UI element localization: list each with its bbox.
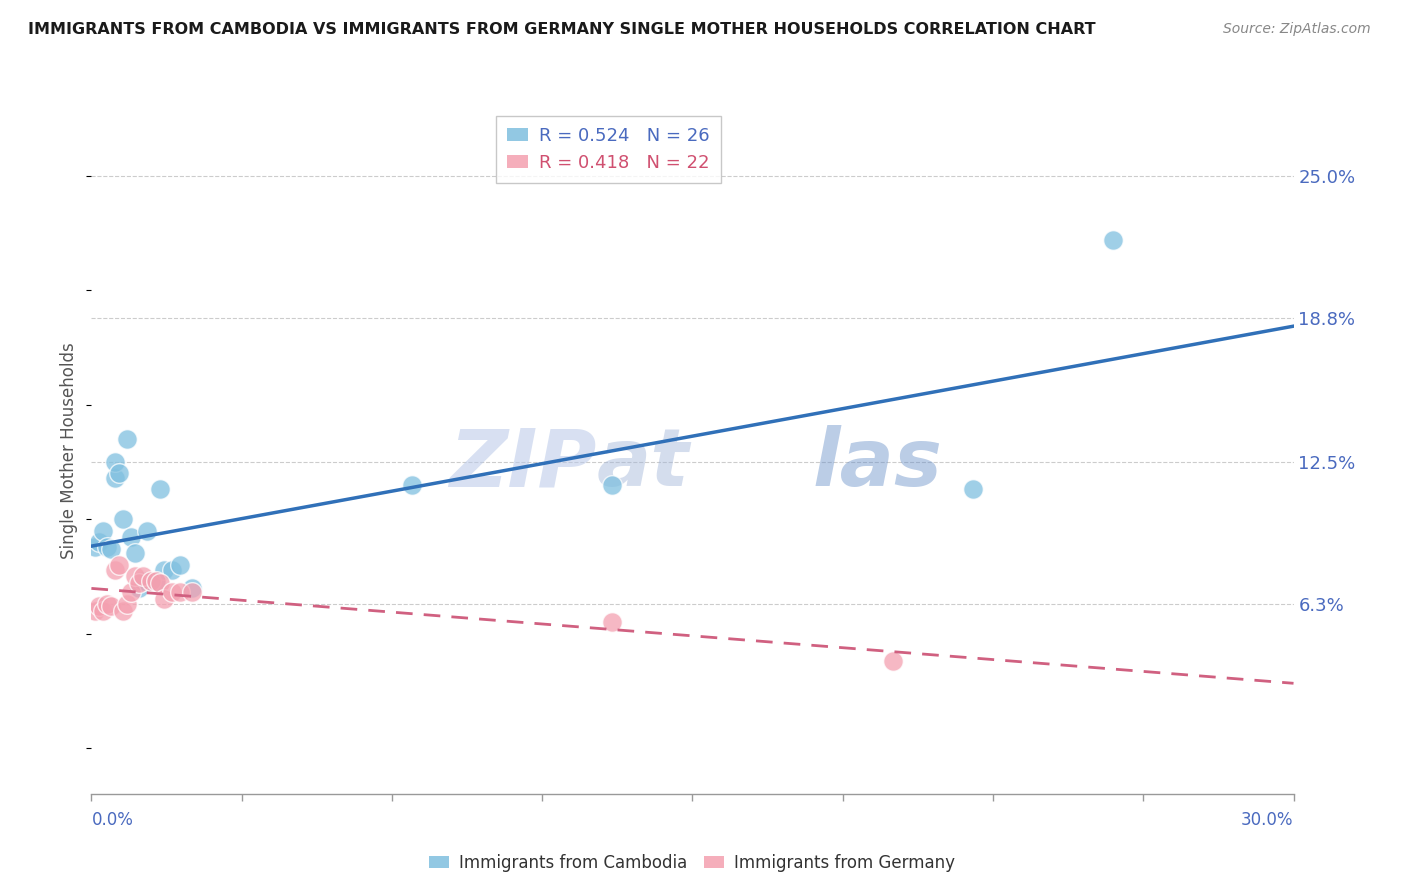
Legend: Immigrants from Cambodia, Immigrants from Germany: Immigrants from Cambodia, Immigrants fro… [423,847,962,879]
Point [602,478,624,492]
Point [141,574,163,588]
Point [1102,233,1125,247]
Text: Source: ZipAtlas.com: Source: ZipAtlas.com [1223,22,1371,37]
Point [148,483,170,497]
Point [84,540,107,554]
Point [180,585,202,599]
Text: 0.0%: 0.0% [91,811,134,829]
Point [152,562,174,576]
Point [169,558,191,572]
Text: IMMIGRANTS FROM CAMBODIA VS IMMIGRANTS FROM GERMANY SINGLE MOTHER HOUSEHOLDS COR: IMMIGRANTS FROM CAMBODIA VS IMMIGRANTS F… [28,22,1095,37]
Point [132,574,155,588]
Point [112,604,135,618]
Point [100,541,122,556]
Point [117,597,139,611]
Point [148,576,170,591]
Point [401,478,423,492]
Point [882,654,904,668]
Point [141,574,163,588]
Point [112,512,135,526]
Point [96,597,118,611]
Point [145,574,167,588]
Point [108,558,131,572]
Point [169,585,191,599]
Point [104,471,127,485]
Text: ZIP: ZIP [449,425,596,503]
Point [93,524,115,538]
Point [124,569,146,583]
Point [117,432,139,446]
Point [136,524,159,538]
Point [160,562,183,576]
Point [96,540,118,554]
Text: 30.0%: 30.0% [1241,811,1294,829]
Point [121,531,143,545]
Point [145,574,167,588]
Point [104,562,127,576]
Point [152,592,174,607]
Point [180,581,202,595]
Point [602,615,624,630]
Point [84,604,107,618]
Point [124,546,146,561]
Point [108,467,131,481]
Point [121,585,143,599]
Text: at: at [596,425,689,503]
Y-axis label: Single Mother Households: Single Mother Households [60,343,79,558]
Point [962,483,984,497]
Point [89,535,111,549]
Point [128,576,150,591]
Point [128,581,150,595]
Point [132,569,155,583]
Text: las: las [813,425,942,503]
Point [93,604,115,618]
Point [89,599,111,614]
Point [104,455,127,469]
Point [160,585,183,599]
Point [100,599,122,614]
